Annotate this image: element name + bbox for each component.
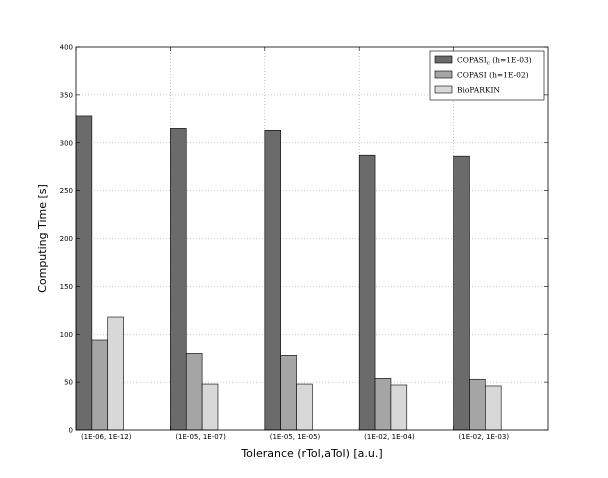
legend-label: COPASIc (h=1E-03): [457, 56, 532, 67]
x-tick-label: (1E-02, 1E-04): [364, 433, 415, 441]
x-tick-label: (1E-05, 1E-07): [175, 433, 226, 441]
legend-swatch: [434, 85, 453, 94]
bar-series-group: [75, 115, 502, 431]
bar: [170, 128, 187, 431]
y-axis-title: Computing Time [s]: [36, 184, 49, 293]
y-tick-label: 350: [60, 91, 73, 99]
legend-swatch: [434, 70, 453, 79]
bar: [469, 378, 486, 431]
plot-area-frame: [75, 46, 549, 431]
x-tick-label: (1E-02, 1E-03): [459, 433, 510, 441]
y-tick-label: 150: [60, 283, 73, 291]
y-axis-ticks: 0 50 100 150 200 250 300 350 400: [60, 44, 548, 435]
bar: [264, 130, 281, 431]
legend-label: COPASI (h=1E-02): [457, 71, 529, 80]
bar: [91, 339, 109, 431]
bar: [185, 353, 203, 431]
y-tick-label: 400: [60, 44, 73, 52]
y-tick-label: 300: [60, 139, 73, 147]
x-tick-label: (1E-05, 1E-05): [270, 433, 321, 441]
x-tick-label: (1E-06, 1E-12): [81, 433, 132, 441]
x-axis-ticks: (1E-06, 1E-12) (1E-05, 1E-07) (1E-05, 1E-0…: [75, 47, 510, 441]
bar: [390, 384, 408, 431]
bar: [75, 115, 93, 431]
bar: [485, 385, 502, 431]
y-tick-label: 250: [60, 187, 73, 195]
bar: [280, 355, 297, 431]
y-tick-label: 100: [60, 331, 73, 339]
legend-label: BioPARKIN: [457, 86, 500, 95]
legend-swatch: [434, 55, 453, 64]
bar: [358, 154, 376, 431]
legend: COPASIc (h=1E-03) COPASI (h=1E-02) BioPARK…: [429, 50, 545, 101]
bar: [374, 377, 392, 431]
y-tick-label: 50: [64, 379, 73, 387]
x-axis-title: Tolerance (rTol,aTol) [a.u.]: [240, 447, 382, 460]
bar: [107, 316, 124, 431]
bar: [453, 155, 470, 431]
bar: [201, 383, 219, 431]
y-tick-label: 200: [60, 235, 73, 243]
bar: [296, 383, 313, 431]
grid-lines: [76, 47, 548, 430]
y-tick-label: 0: [69, 427, 73, 435]
